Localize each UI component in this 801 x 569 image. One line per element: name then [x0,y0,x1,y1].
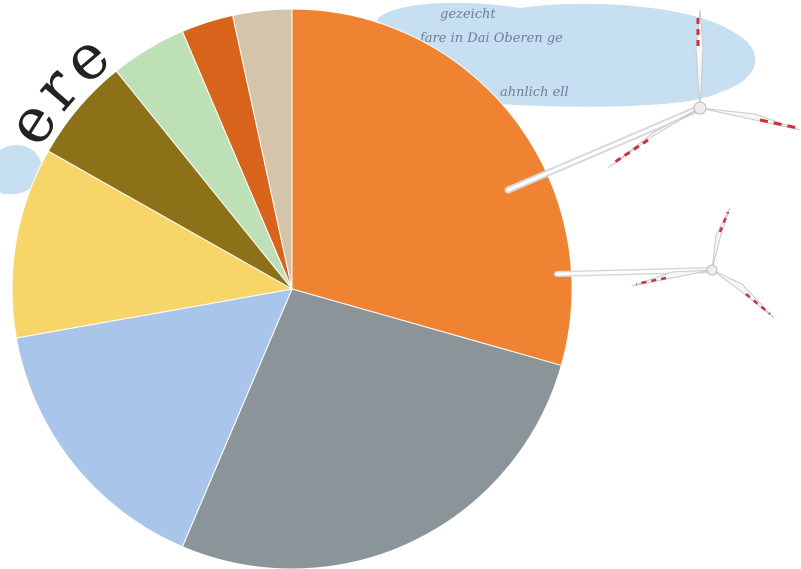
wind-turbine-icon [631,207,775,319]
pie-slice-1 [291,8,573,367]
wind-turbine-icon [607,9,801,169]
pie-slice-2 [181,288,562,569]
cloud-script-line1: gezeicht [440,7,496,22]
pie-slice-3 [15,288,293,548]
cloud-script-line2: fare in Dai Oberen ge [419,31,563,46]
pie-slice-4 [11,150,294,339]
pie-slice-8 [232,8,293,290]
cloud-script-line3: ahnlich ell [500,85,569,100]
cloud-icon [0,145,42,195]
pie-chart [11,8,573,569]
